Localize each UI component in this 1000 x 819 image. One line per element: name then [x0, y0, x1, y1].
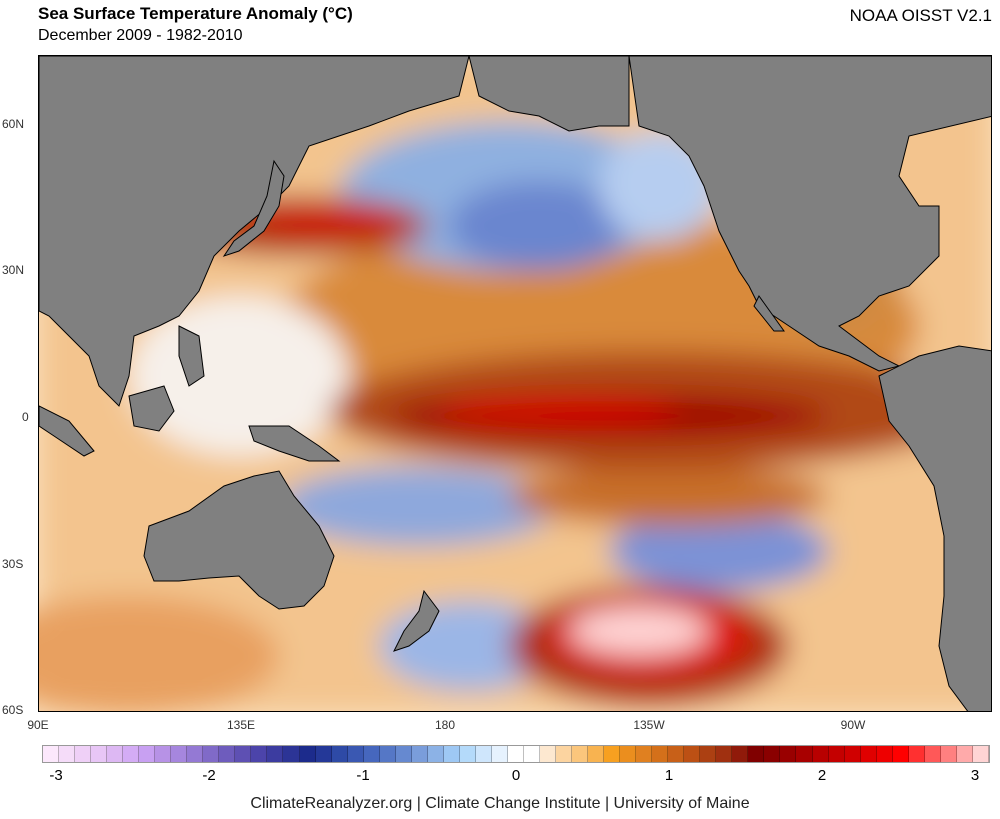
colorbar-swatch: [203, 746, 220, 762]
colorbar-swatch: [876, 746, 893, 762]
colorbar-swatch: [219, 746, 236, 762]
colorbar-swatch: [123, 746, 140, 762]
asia-landmass: [39, 56, 470, 407]
colorbar-swatch: [331, 746, 348, 762]
colorbar: [42, 745, 990, 763]
colorbar-swatch: [764, 746, 781, 762]
australia: [143, 470, 335, 610]
colorbar-tick: 0: [511, 767, 521, 784]
colorbar-tick: 1: [664, 767, 674, 784]
dataset-label: NOAA OISST V2.1: [849, 6, 992, 25]
lon-label-135w: 135W: [633, 718, 665, 732]
colorbar-tick: -3: [49, 767, 63, 784]
colorbar-swatch: [379, 746, 396, 762]
colorbar-swatch: [75, 746, 92, 762]
colorbar-swatch: [620, 746, 637, 762]
colorbar-swatch: [155, 746, 172, 762]
colorbar-swatch: [588, 746, 605, 762]
baja-california: [753, 295, 785, 332]
colorbar-swatch: [892, 746, 909, 762]
colorbar-swatch: [267, 746, 284, 762]
colorbar-swatch: [716, 746, 733, 762]
colorbar-swatch: [684, 746, 701, 762]
colorbar-tick: 2: [817, 767, 827, 784]
lat-label-0: 0: [22, 410, 29, 424]
new-zealand: [393, 589, 440, 652]
sumatra: [39, 405, 95, 457]
south-america: [878, 345, 991, 711]
land-masses: [39, 56, 991, 711]
lon-label-90e: 90E: [27, 718, 49, 732]
north-america: [628, 56, 991, 372]
colorbar-swatch: [171, 746, 188, 762]
philippines: [178, 325, 205, 387]
colorbar-swatch: [459, 746, 476, 762]
colorbar-swatch: [43, 746, 60, 762]
lon-label-135e: 135E: [226, 718, 256, 732]
lat-label-60n: 60N: [2, 117, 25, 131]
colorbar-swatch: [844, 746, 861, 762]
colorbar-tick: -1: [356, 767, 370, 784]
colorbar-tick: 3: [970, 767, 980, 784]
colorbar-swatch: [828, 746, 845, 762]
colorbar-swatch: [411, 746, 428, 762]
colorbar-swatch: [395, 746, 412, 762]
colorbar-swatch: [475, 746, 492, 762]
colorbar-swatch: [732, 746, 749, 762]
chart-subtitle: December 2009 - 1982-2010: [38, 27, 243, 44]
lat-label-60s: 60S: [2, 703, 24, 717]
colorbar-swatch: [91, 746, 108, 762]
colorbar-swatch: [539, 746, 556, 762]
colorbar-swatch: [251, 746, 268, 762]
colorbar-swatch: [940, 746, 957, 762]
colorbar-swatch: [139, 746, 156, 762]
footer-credit: ClimateReanalyzer.org | Climate Change I…: [250, 795, 750, 812]
colorbar-swatch: [299, 746, 316, 762]
colorbar-swatch: [59, 746, 76, 762]
colorbar-swatch: [187, 746, 204, 762]
borneo: [128, 385, 175, 432]
lat-label-30n: 30N: [2, 263, 25, 277]
colorbar-swatch: [427, 746, 444, 762]
colorbar-swatch: [700, 746, 717, 762]
colorbar-swatch: [523, 746, 540, 762]
new-guinea: [248, 425, 341, 462]
colorbar-swatch: [668, 746, 685, 762]
chart-title: Sea Surface Temperature Anomaly (°C): [38, 4, 353, 23]
colorbar-swatch: [283, 746, 300, 762]
colorbar-swatch: [347, 746, 364, 762]
colorbar-swatch: [972, 746, 989, 762]
colorbar-swatch: [556, 746, 573, 762]
colorbar-swatch: [107, 746, 124, 762]
japan: [222, 159, 285, 257]
colorbar-swatch: [956, 746, 973, 762]
colorbar-swatch: [491, 746, 508, 762]
colorbar-swatch: [315, 746, 332, 762]
lon-label-180: 180: [434, 718, 456, 732]
colorbar-swatch: [235, 746, 252, 762]
colorbar-swatch: [507, 746, 524, 762]
sst-anomaly-map: [38, 55, 992, 712]
colorbar-swatch: [924, 746, 941, 762]
colorbar-swatch: [363, 746, 380, 762]
colorbar-tick: -2: [202, 767, 216, 784]
colorbar-swatch: [860, 746, 877, 762]
colorbar-swatch: [796, 746, 813, 762]
lon-label-90w: 90W: [840, 718, 866, 732]
alaska-russia-top: [468, 56, 630, 132]
colorbar-swatch: [748, 746, 765, 762]
colorbar-swatch: [604, 746, 621, 762]
colorbar-swatch: [652, 746, 669, 762]
colorbar-swatch: [572, 746, 589, 762]
map-canvas: [39, 56, 991, 711]
colorbar-swatch: [636, 746, 653, 762]
colorbar-swatch: [908, 746, 925, 762]
lat-label-30s: 30S: [2, 557, 24, 571]
colorbar-swatch: [780, 746, 797, 762]
colorbar-swatch: [443, 746, 460, 762]
colorbar-swatch: [812, 746, 829, 762]
